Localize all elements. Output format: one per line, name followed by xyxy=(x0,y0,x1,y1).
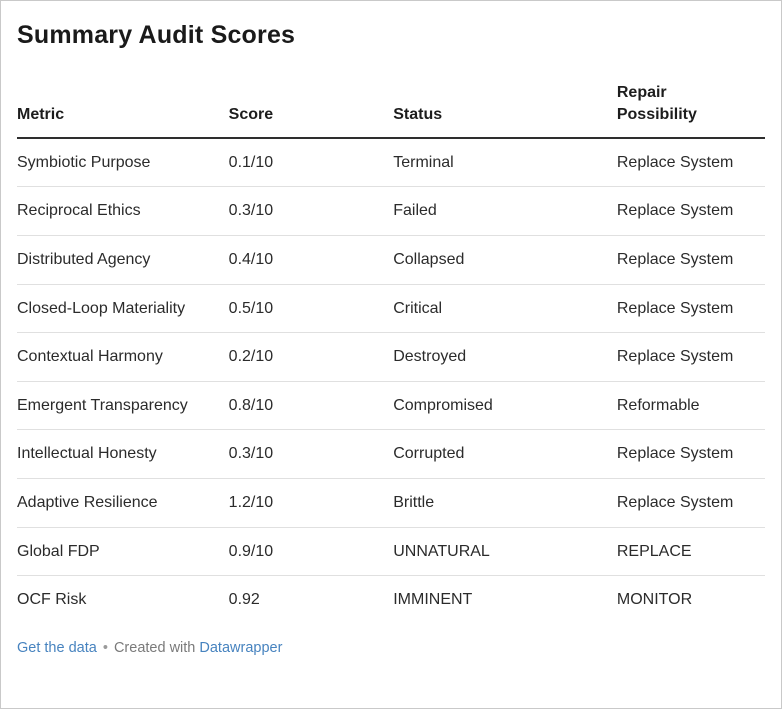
cell-score: 0.2/10 xyxy=(228,332,394,382)
cell-score: 0.92 xyxy=(228,591,260,609)
cell-score: 0.8/10 xyxy=(228,381,394,431)
cell-status: Brittle xyxy=(393,478,617,528)
cell-metric: Intellectual Honesty xyxy=(17,429,229,479)
column-header-repair-possibility-label: Repair Possibility xyxy=(616,84,697,124)
cell-metric: Adaptive Resilience xyxy=(17,478,229,528)
cell-status: Corrupted xyxy=(393,429,617,479)
cell-score: 1.2/10 xyxy=(228,478,394,528)
table-row: Adaptive Resilience 1.2/10 Brittle Repla… xyxy=(17,478,765,528)
cell-status: Critical xyxy=(393,284,617,334)
footer-separator: • xyxy=(102,639,108,656)
column-header-score: Score xyxy=(228,82,394,139)
cell-metric: Reciprocal Ethics xyxy=(17,186,229,236)
cell-metric: Emergent Transparency xyxy=(17,381,229,431)
get-the-data-link[interactable]: Get the data xyxy=(17,639,97,656)
cell-repair: Replace System xyxy=(616,235,765,285)
cell-repair: Replace System xyxy=(616,284,765,334)
table-row: Closed-Loop Materiality 0.5/10 Critical … xyxy=(17,284,765,334)
table-row: Distributed Agency 0.4/10 Collapsed Repl… xyxy=(17,235,765,285)
cell-status: Collapsed xyxy=(393,235,617,285)
table-row: Emergent Transparency 0.8/10 Compromised… xyxy=(17,381,765,431)
audit-scores-table: Metric Score Status Repair Possibility S… xyxy=(17,82,765,624)
cell-metric: Closed-Loop Materiality xyxy=(17,284,229,334)
cell-status: Failed xyxy=(393,186,617,236)
cell-metric: Global FDP xyxy=(17,527,229,577)
cell-score: 0.3/10 xyxy=(228,429,394,479)
cell-score: 0.5/10 xyxy=(228,284,394,334)
column-header-repair-possibility: Repair Possibility xyxy=(616,82,765,139)
cell-score: 0.4/10 xyxy=(228,235,394,285)
cell-repair: MONITOR xyxy=(616,591,693,609)
cell-score: 0.3/10 xyxy=(228,186,394,236)
cell-metric: Distributed Agency xyxy=(17,235,229,285)
cell-metric: OCF Risk xyxy=(17,591,87,609)
cell-metric: Symbiotic Purpose xyxy=(17,137,229,188)
cell-metric: Contextual Harmony xyxy=(17,332,229,382)
cell-repair: Replace System xyxy=(616,478,765,528)
page-title: Summary Audit Scores xyxy=(17,21,296,49)
cell-status: Destroyed xyxy=(393,332,617,382)
footer-created-with-text: Created with xyxy=(113,639,196,656)
table-row: Global FDP 0.9/10 UNNATURAL REPLACE xyxy=(17,527,765,577)
cell-repair: Replace System xyxy=(616,186,765,236)
table-row: OCF Risk 0.92 IMMINENT MONITOR xyxy=(17,576,765,624)
table-header: Metric Score Status Repair Possibility xyxy=(17,82,765,139)
cell-repair: Reformable xyxy=(616,381,765,431)
table-row: Reciprocal Ethics 0.3/10 Failed Replace … xyxy=(17,186,765,236)
table-row: Intellectual Honesty 0.3/10 Corrupted Re… xyxy=(17,429,765,479)
table-row: Symbiotic Purpose 0.1/10 Terminal Replac… xyxy=(17,137,765,188)
cell-status: UNNATURAL xyxy=(393,527,617,577)
datawrapper-link[interactable]: Datawrapper xyxy=(199,639,283,656)
cell-repair: Replace System xyxy=(616,137,765,188)
cell-status: Terminal xyxy=(393,137,617,188)
column-header-metric: Metric xyxy=(17,82,229,139)
footer: Get the data • Created with Datawrapper xyxy=(17,640,765,656)
cell-score: 0.9/10 xyxy=(228,527,394,577)
column-header-status: Status xyxy=(393,82,617,139)
cell-repair: REPLACE xyxy=(616,527,765,577)
cell-status: Compromised xyxy=(393,381,617,431)
cell-repair: Replace System xyxy=(616,332,765,382)
cell-score: 0.1/10 xyxy=(228,137,394,188)
cell-repair: Replace System xyxy=(616,429,765,479)
table-row: Contextual Harmony 0.2/10 Destroyed Repl… xyxy=(17,332,765,382)
cell-status: IMMINENT xyxy=(393,591,473,609)
